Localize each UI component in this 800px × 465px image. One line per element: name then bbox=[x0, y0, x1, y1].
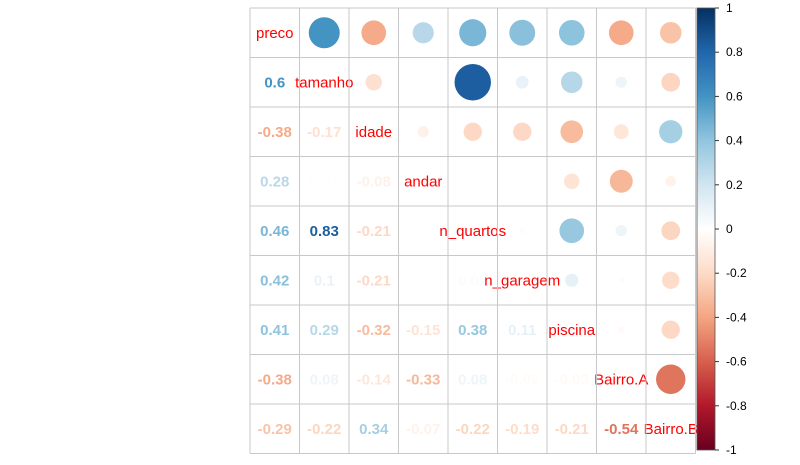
corr-value: 0.42 bbox=[260, 272, 289, 289]
corr-value: 0.08 bbox=[310, 371, 339, 388]
corr-circle bbox=[519, 227, 526, 234]
corr-value: 0 bbox=[419, 272, 427, 289]
colorbar-tick-label: 1 bbox=[726, 1, 733, 15]
corr-value: 0.83 bbox=[310, 223, 339, 240]
corr-circle bbox=[509, 19, 536, 46]
corr-value: 0.34 bbox=[359, 421, 389, 438]
colorbar-tick-label: 0.4 bbox=[726, 134, 743, 148]
corr-value: -0.38 bbox=[258, 124, 292, 141]
corr-circle bbox=[513, 122, 532, 141]
corr-value: 0.38 bbox=[458, 322, 487, 339]
corr-value: -0.21 bbox=[357, 272, 391, 289]
corr-circle bbox=[661, 221, 681, 241]
corr-circle bbox=[615, 225, 627, 237]
corr-circle bbox=[609, 169, 633, 193]
corr-value: -0.02 bbox=[505, 371, 539, 388]
corr-circle bbox=[470, 179, 475, 184]
corr-circle bbox=[565, 273, 579, 287]
corr-circle bbox=[454, 64, 491, 101]
diag-label-bairro-b: Bairro.B bbox=[644, 421, 698, 438]
diag-label-preco: preco bbox=[256, 25, 294, 42]
corr-value: -0.17 bbox=[307, 124, 341, 141]
diag-label-andar: andar bbox=[404, 173, 442, 190]
corr-value: 0.46 bbox=[260, 223, 289, 240]
corr-value: 0.1 bbox=[314, 272, 335, 289]
corr-circle bbox=[417, 126, 429, 138]
corr-value: -0.14 bbox=[357, 371, 392, 388]
corr-value: 0.11 bbox=[508, 322, 536, 339]
corr-value: -0.03 bbox=[555, 371, 589, 388]
corr-circle bbox=[608, 20, 634, 46]
corr-value: -0.22 bbox=[307, 421, 341, 438]
corr-circle bbox=[617, 326, 625, 334]
corr-value: 0.02 bbox=[458, 272, 487, 289]
corr-circle bbox=[560, 120, 584, 144]
corr-value: -0.21 bbox=[555, 421, 589, 438]
corr-circle bbox=[656, 364, 686, 394]
corr-circle bbox=[615, 76, 627, 88]
colorbar-tick-label: -0.4 bbox=[726, 310, 747, 324]
corr-value: 0.6 bbox=[264, 74, 285, 91]
corr-value: -0.54 bbox=[604, 421, 639, 438]
colorbar-tick-label: -0.6 bbox=[726, 355, 747, 369]
corr-circle bbox=[661, 320, 680, 339]
corr-value: -0.22 bbox=[456, 421, 490, 438]
corr-value: -0.29 bbox=[258, 421, 292, 438]
diag-label-piscina: piscina bbox=[548, 322, 595, 339]
corr-value: -0.15 bbox=[406, 322, 440, 339]
corr-value: 0.29 bbox=[310, 322, 339, 339]
corr-circle bbox=[558, 19, 585, 46]
corr-value: -0.33 bbox=[406, 371, 440, 388]
grid bbox=[249, 7, 696, 454]
corr-circle bbox=[361, 20, 387, 46]
diag-label-tamanho: tamanho bbox=[295, 74, 353, 91]
colorbar-tick-label: 0 bbox=[726, 222, 733, 236]
corr-circle bbox=[662, 271, 680, 289]
colorbar-tick-label: -1 bbox=[726, 443, 737, 457]
diag-label-bairro-a: Bairro.A bbox=[594, 371, 648, 388]
corr-circle bbox=[559, 218, 585, 244]
corr-circle bbox=[515, 75, 529, 89]
corr-value: -0.07 bbox=[406, 421, 440, 438]
colorbar-gradient bbox=[696, 7, 716, 451]
diag-label-n-garagem: n_garagem bbox=[484, 272, 560, 289]
corr-circle bbox=[659, 120, 683, 144]
corr-value: 0.08 bbox=[458, 371, 487, 388]
corr-circle bbox=[421, 80, 426, 85]
corr-circle bbox=[613, 124, 629, 140]
cells: preco 0.6 tamanho -0.38 -0.17 idade 0.28 0.01 -0… bbox=[256, 17, 698, 438]
colorbar: 1 0.8 0.6 0.4 0.2 0 -0.2 -0.4 -0.6 -0.8 -1 bbox=[696, 1, 747, 457]
corr-value: -0.38 bbox=[258, 371, 292, 388]
colorbar-tick-label: 0.6 bbox=[726, 89, 743, 103]
corr-value: 0.01 bbox=[310, 173, 339, 190]
corr-circle bbox=[459, 19, 487, 47]
corr-circle bbox=[560, 71, 583, 94]
corr-circle bbox=[659, 21, 682, 44]
diag-label-n-quartos: n_quartos bbox=[439, 223, 506, 240]
corr-circle bbox=[308, 17, 340, 49]
corr-value: -0.08 bbox=[357, 173, 391, 190]
corr-circle bbox=[665, 175, 677, 187]
corr-value: -0.21 bbox=[357, 223, 391, 240]
corr-value: 0.41 bbox=[260, 322, 289, 339]
corr-value: -0.32 bbox=[357, 322, 391, 339]
corr-value: -0.19 bbox=[505, 421, 539, 438]
corr-circle bbox=[564, 173, 580, 189]
corr-value: 0.01 bbox=[409, 223, 438, 240]
corr-circle bbox=[463, 122, 482, 141]
corr-circle bbox=[618, 277, 625, 284]
corr-value: 0.28 bbox=[260, 173, 289, 190]
diag-label-idade: idade bbox=[355, 124, 392, 141]
corr-circle bbox=[365, 74, 382, 91]
corr-circle bbox=[661, 72, 681, 92]
colorbar-tick-label: -0.2 bbox=[726, 266, 747, 280]
corr-circle bbox=[412, 22, 434, 44]
colorbar-tick-label: -0.8 bbox=[726, 399, 747, 413]
colorbar-tick-label: 0.8 bbox=[726, 45, 743, 59]
colorbar-tick-label: 0.2 bbox=[726, 178, 743, 192]
